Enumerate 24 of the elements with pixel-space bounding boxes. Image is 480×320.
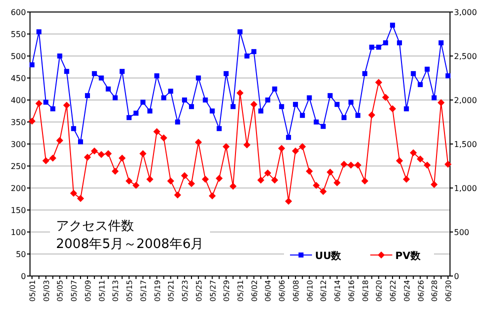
y-tick-label: 300 <box>10 140 26 149</box>
y-tick-label: 500 <box>10 52 26 61</box>
y-tick-label: 50 <box>16 250 26 259</box>
y2-tick-label: 2,000 <box>454 96 477 105</box>
y-tick-label: 400 <box>10 96 26 105</box>
y2-tick-label: 1,000 <box>454 184 477 193</box>
y-tick-label: 350 <box>10 118 26 127</box>
y-tick-label: 150 <box>10 206 26 215</box>
y-tick-label: 250 <box>10 162 26 171</box>
text: アクセス件数 <box>56 219 134 234</box>
y-tick-label: 100 <box>10 228 26 237</box>
y-tick-label: 450 <box>10 74 26 83</box>
y-tick-label: 600 <box>10 8 26 17</box>
y2-tick-label: 2,500 <box>454 52 477 61</box>
y-tick-label: 550 <box>10 30 26 39</box>
y-tick-label: 200 <box>10 184 26 193</box>
y2-tick-label: 3,000 <box>454 8 477 17</box>
y2-tick-label: 0 <box>454 272 460 281</box>
text: 2008年5月～2008年6月 <box>56 237 204 252</box>
legend-label: PV数 <box>395 250 422 262</box>
y2-tick-label: 500 <box>454 228 470 237</box>
y-tick-label: 0 <box>20 272 26 281</box>
y2-tick-label: 1,500 <box>454 140 477 149</box>
legend-label: UU数 <box>315 250 342 262</box>
